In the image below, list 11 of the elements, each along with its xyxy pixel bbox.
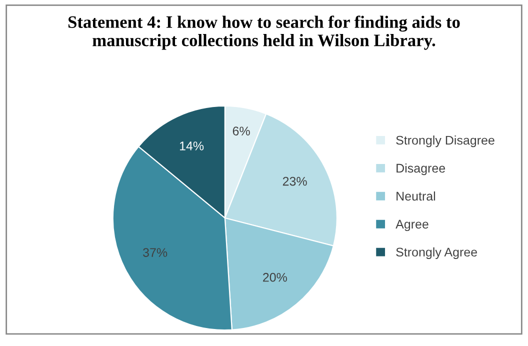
data-label: 37% [143,248,168,257]
data-label: 20% [263,272,287,282]
data-label: 23% [282,176,307,186]
legend-label: Agree [396,220,428,232]
legend-label: Disagree [396,163,446,176]
data-label: 14% [180,142,204,150]
chart-title: Statement 4: I know how to search for finding aids to manuscript collections held in Wilson Library. [68,16,460,50]
legend-label: Strongly Agree [396,247,478,260]
legend-label: Strongly Disagree [396,135,494,148]
legend-label: Neutral [396,191,436,201]
data-label: 6% [232,126,250,136]
